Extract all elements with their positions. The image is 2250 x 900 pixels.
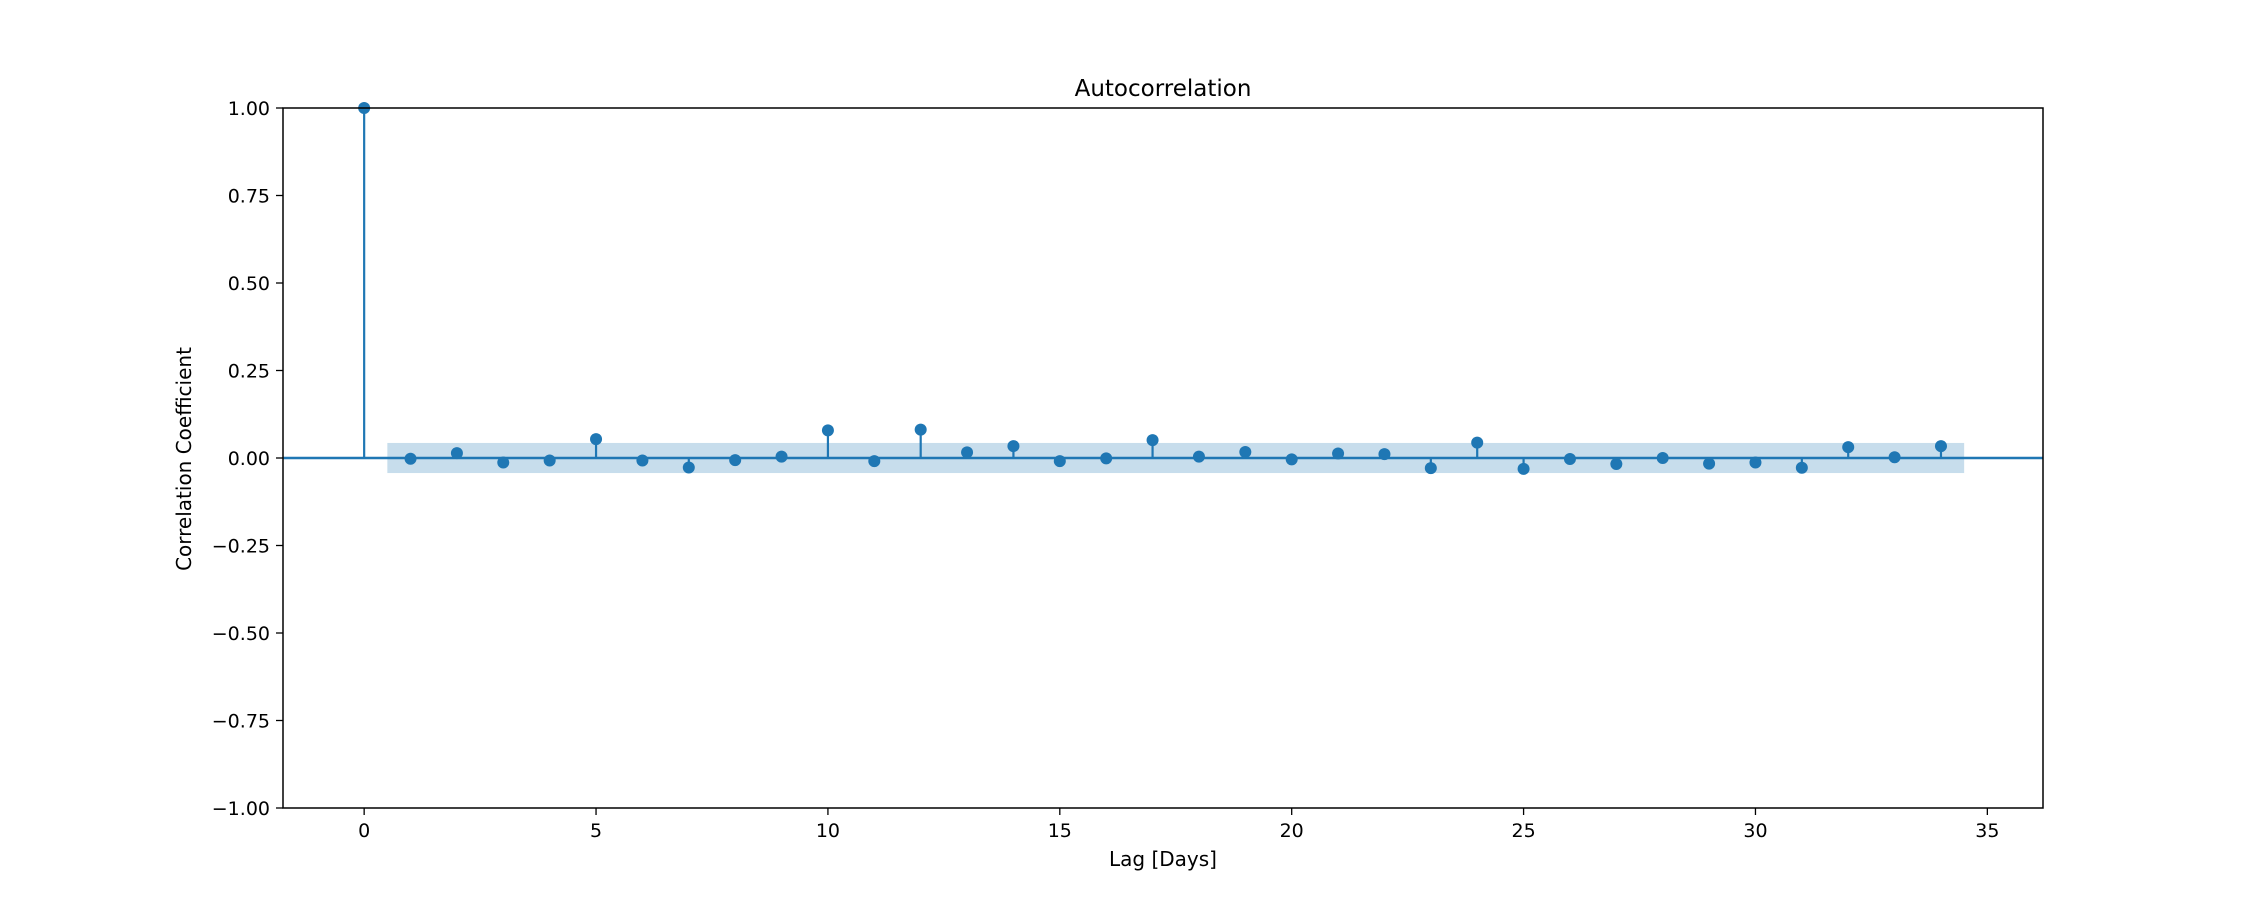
acf-point <box>497 456 510 469</box>
acf-point <box>1192 450 1205 463</box>
acf-point <box>1842 441 1855 454</box>
acf-point <box>1007 440 1020 453</box>
acf-point <box>1053 455 1066 468</box>
x-tick-label: 5 <box>590 820 602 842</box>
acf-point <box>1100 452 1113 465</box>
acf-point <box>1471 436 1484 449</box>
y-axis-ticks: 1.00 0.75 0.50 0.25 0.00 −0.25 −0.50 −0.75 −1.00 <box>212 98 283 820</box>
y-tick-label: −0.75 <box>212 711 270 733</box>
y-tick-label: 0.75 <box>228 186 270 208</box>
acf-point <box>1563 453 1576 466</box>
acf-point <box>1239 446 1252 459</box>
x-tick-label: 20 <box>1280 820 1304 842</box>
acf-point <box>1332 447 1345 460</box>
x-tick-label: 10 <box>816 820 840 842</box>
stem-layer <box>358 102 1947 475</box>
y-tick-label: −1.00 <box>212 798 270 820</box>
acf-point <box>1610 457 1623 470</box>
acf-point <box>543 454 556 467</box>
chart-title: Autocorrelation <box>1075 76 1252 102</box>
acf-point <box>1703 457 1716 470</box>
acf-point <box>404 452 417 465</box>
acf-point <box>450 447 463 460</box>
y-axis-label: Correlation Coefficient <box>172 347 196 571</box>
x-axis-label: Lag [Days] <box>1109 847 1217 871</box>
x-axis-ticks: 0 5 10 15 20 25 30 35 <box>358 808 1999 842</box>
acf-point <box>636 454 649 467</box>
acf-point <box>1656 452 1669 464</box>
acf-point <box>868 455 881 468</box>
y-tick-label: 1.00 <box>228 98 270 120</box>
acf-point <box>590 433 603 446</box>
x-tick-label: 25 <box>1511 820 1535 842</box>
y-tick-label: −0.50 <box>212 623 270 645</box>
x-tick-label: 0 <box>358 820 370 842</box>
acf-point <box>1517 462 1530 475</box>
acf-point <box>682 461 695 474</box>
acf-point <box>961 446 974 459</box>
acf-point <box>821 424 834 437</box>
acf-point <box>1934 440 1947 453</box>
x-tick-label: 15 <box>1048 820 1072 842</box>
acf-point <box>1146 434 1159 447</box>
x-tick-label: 30 <box>1743 820 1767 842</box>
acf-point <box>1888 451 1901 464</box>
y-tick-label: −0.25 <box>212 536 270 558</box>
y-tick-label: 0.00 <box>228 448 270 470</box>
acf-point <box>1795 461 1808 474</box>
x-tick-label: 35 <box>1975 820 1999 842</box>
acf-point <box>1285 453 1298 466</box>
acf-point <box>1424 462 1437 475</box>
y-tick-label: 0.25 <box>228 361 270 383</box>
acf-point <box>729 454 742 467</box>
acf-point <box>914 423 927 436</box>
acf-point <box>775 450 788 463</box>
acf-point <box>1749 456 1762 469</box>
y-tick-label: 0.50 <box>228 273 270 295</box>
acf-point <box>1378 448 1391 461</box>
